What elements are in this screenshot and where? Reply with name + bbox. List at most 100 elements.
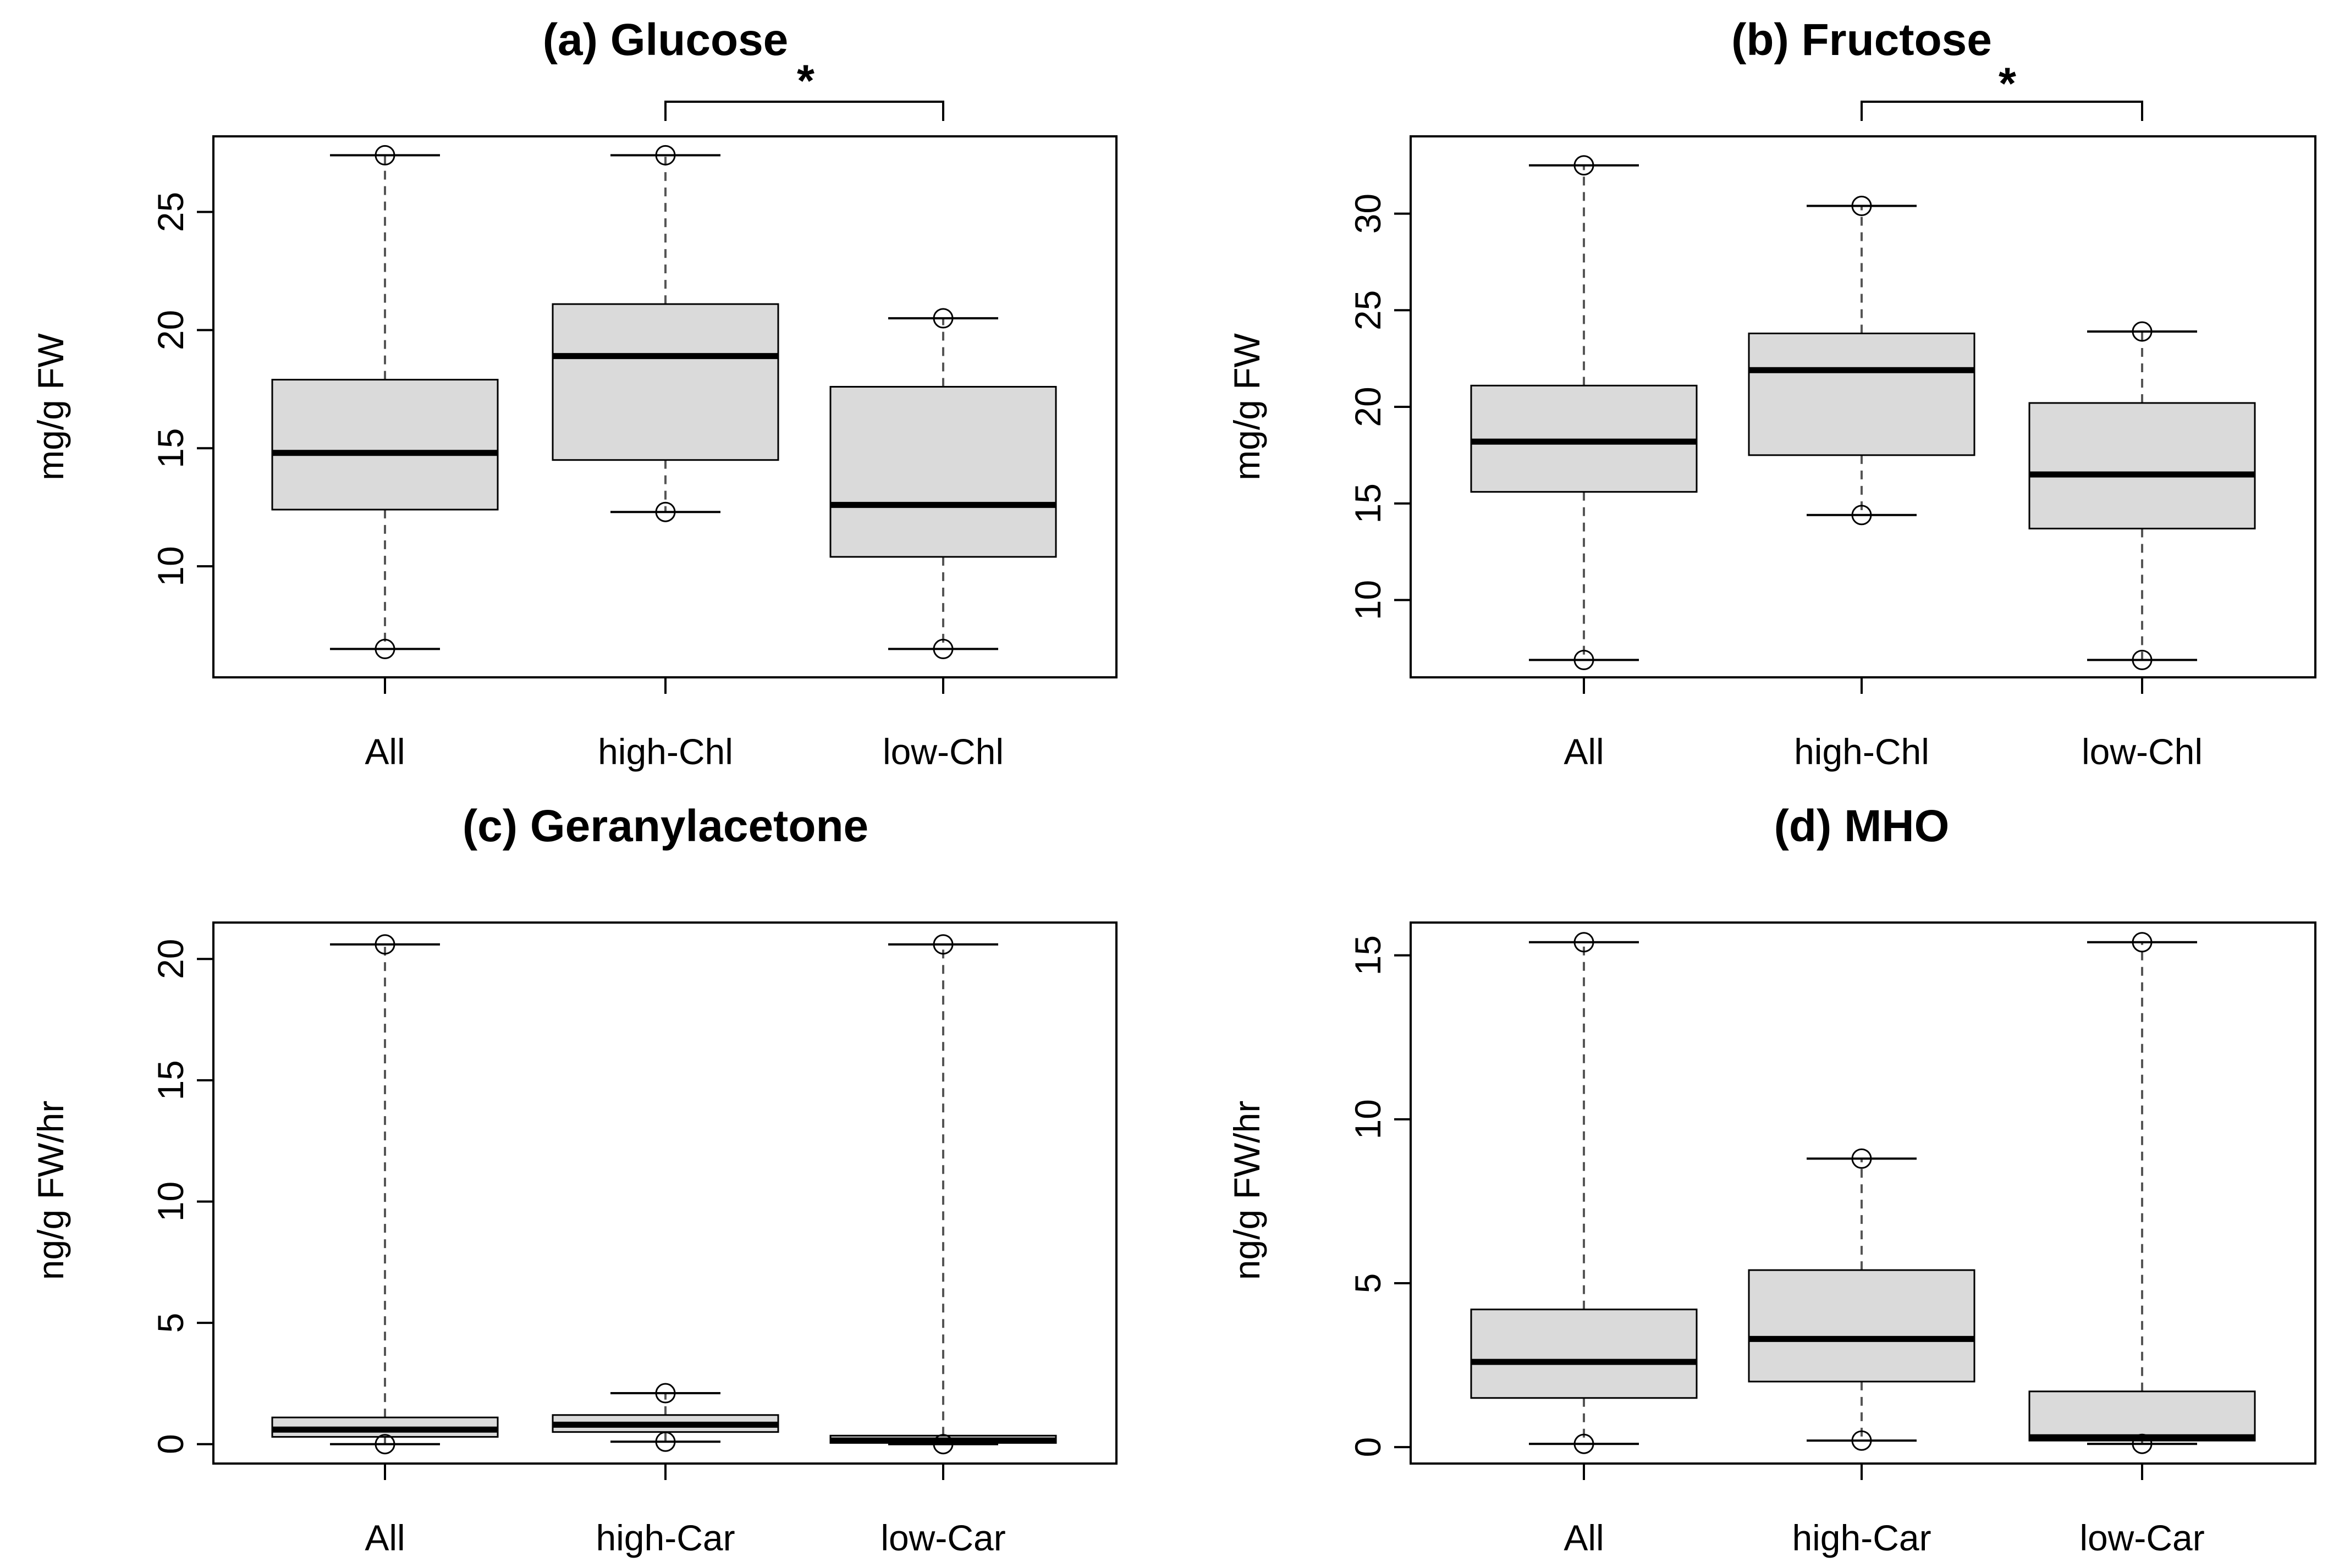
panel-glucose: (a) Glucose mg/g FW 10 15 20 25 All high-Ch… bbox=[30, 15, 1118, 772]
box-high-Car bbox=[1748, 1148, 1975, 1451]
box-high-Chl bbox=[552, 145, 779, 522]
x-tick-label: high-Car bbox=[596, 1517, 735, 1558]
x-axis: All high-Chl low-Chl bbox=[1564, 731, 2203, 772]
x-axis: All high-Car low-Car bbox=[1564, 1517, 2204, 1558]
y-axis-label: ng/g FW/hr bbox=[30, 1101, 71, 1280]
chart-title: (c) Geranylacetone bbox=[463, 801, 868, 851]
plot-frame bbox=[212, 921, 1118, 1465]
x-tick-label: All bbox=[365, 731, 405, 772]
box-All bbox=[1470, 155, 1698, 670]
significance-star: * bbox=[797, 56, 814, 106]
min-point bbox=[2132, 649, 2153, 670]
x-tick-label: high-Chl bbox=[1794, 731, 1929, 772]
max-point bbox=[375, 934, 395, 955]
plot-area: 0 5 10 15 bbox=[1347, 921, 2316, 1480]
max-point bbox=[1573, 155, 1594, 176]
x-tick-label: low-Chl bbox=[883, 731, 1004, 772]
chart-title: (b) Fructose bbox=[1731, 15, 1992, 65]
y-tick-label: 15 bbox=[150, 1060, 191, 1100]
y-tick-label: 25 bbox=[150, 192, 191, 232]
panel-mho: (d) MHO ng/g FW/hr 0 5 10 15 All high-Car l… bbox=[1226, 801, 2316, 1558]
y-tick-label: 10 bbox=[150, 546, 191, 586]
x-tick-label: low-Car bbox=[2079, 1517, 2204, 1558]
significance-bracket bbox=[1861, 101, 2143, 121]
y-tick-label: 20 bbox=[1347, 387, 1388, 427]
x-tick-label: high-Chl bbox=[598, 731, 733, 772]
max-point bbox=[655, 1383, 676, 1404]
y-tick-label: 0 bbox=[150, 1434, 191, 1454]
y-tick-label: 20 bbox=[150, 310, 191, 350]
box-low-Car bbox=[2028, 932, 2256, 1454]
min-point bbox=[1851, 505, 1872, 526]
box-All bbox=[271, 145, 499, 659]
y-tick-label: 20 bbox=[150, 938, 191, 979]
iqr-box bbox=[2028, 402, 2256, 529]
min-point bbox=[1851, 1430, 1872, 1451]
y-tick-label: 15 bbox=[1347, 935, 1388, 975]
box-high-Car bbox=[552, 1383, 779, 1452]
iqr-box bbox=[552, 303, 779, 461]
panel-geranylacetone: (c) Geranylacetone ng/g FW/hr 0 5 10 15 20 A… bbox=[30, 801, 1118, 1558]
iqr-box bbox=[271, 379, 499, 511]
y-tick-label: 15 bbox=[1347, 483, 1388, 523]
max-point bbox=[1573, 932, 1594, 953]
x-tick-label: All bbox=[365, 1517, 405, 1558]
max-point bbox=[933, 934, 954, 955]
box-low-Car bbox=[829, 934, 1057, 1455]
chart-title: (a) Glucose bbox=[543, 15, 789, 65]
y-tick-label: 10 bbox=[1347, 1099, 1388, 1139]
x-axis: All high-Chl low-Chl bbox=[365, 731, 1004, 772]
panel-fructose: (b) Fructose mg/g FW 10 15 20 25 30 All high… bbox=[1226, 15, 2316, 772]
iqr-box bbox=[1748, 332, 1975, 456]
iqr-box bbox=[1470, 1308, 1698, 1399]
max-point bbox=[933, 308, 954, 329]
max-point bbox=[1851, 196, 1872, 217]
min-point bbox=[1573, 649, 1594, 670]
plot-area: 10 15 20 25 30 bbox=[1347, 101, 2316, 694]
min-point bbox=[933, 1434, 954, 1455]
max-point bbox=[1851, 1148, 1872, 1169]
y-axis-label: mg/g FW bbox=[1226, 333, 1267, 480]
max-point bbox=[655, 145, 676, 165]
min-point bbox=[655, 1431, 676, 1452]
iqr-box bbox=[829, 385, 1057, 558]
x-axis: All high-Car low-Car bbox=[365, 1517, 1005, 1558]
box-low-Chl bbox=[829, 308, 1057, 659]
min-point bbox=[1573, 1433, 1594, 1454]
min-point bbox=[2132, 1433, 2153, 1454]
min-point bbox=[375, 1434, 395, 1455]
plot-area: 10 15 20 25 bbox=[150, 101, 1118, 694]
y-tick-label: 0 bbox=[1347, 1437, 1388, 1457]
x-tick-label: low-Chl bbox=[2082, 731, 2203, 772]
y-tick-label: 10 bbox=[1347, 580, 1388, 620]
x-tick-label: low-Car bbox=[880, 1517, 1005, 1558]
significance-bracket bbox=[664, 101, 944, 121]
chart-title: (d) MHO bbox=[1774, 801, 1950, 851]
y-axis-label: mg/g FW bbox=[30, 333, 71, 480]
max-point bbox=[375, 145, 395, 165]
min-point bbox=[655, 501, 676, 522]
box-high-Chl bbox=[1748, 196, 1975, 526]
x-tick-label: high-Car bbox=[1792, 1517, 1931, 1558]
min-point bbox=[933, 638, 954, 659]
box-All bbox=[271, 934, 499, 1455]
iqr-box bbox=[2028, 1390, 2256, 1442]
y-tick-label: 30 bbox=[1347, 194, 1388, 234]
box-All bbox=[1470, 932, 1698, 1454]
y-tick-label: 25 bbox=[1347, 290, 1388, 330]
plot-area: 0 5 10 15 20 bbox=[150, 921, 1118, 1480]
y-axis-label: ng/g FW/hr bbox=[1226, 1101, 1267, 1280]
y-tick-label: 15 bbox=[150, 428, 191, 468]
x-tick-label: All bbox=[1564, 1517, 1604, 1558]
y-tick-label: 10 bbox=[150, 1181, 191, 1222]
y-tick-label: 5 bbox=[150, 1313, 191, 1333]
max-point bbox=[2132, 932, 2153, 953]
y-tick-label: 5 bbox=[1347, 1273, 1388, 1294]
box-low-Chl bbox=[2028, 321, 2256, 670]
x-tick-label: All bbox=[1564, 731, 1604, 772]
significance-star: * bbox=[1999, 59, 2016, 109]
iqr-box bbox=[1748, 1269, 1975, 1383]
min-point bbox=[375, 638, 395, 659]
max-point bbox=[2132, 321, 2153, 342]
